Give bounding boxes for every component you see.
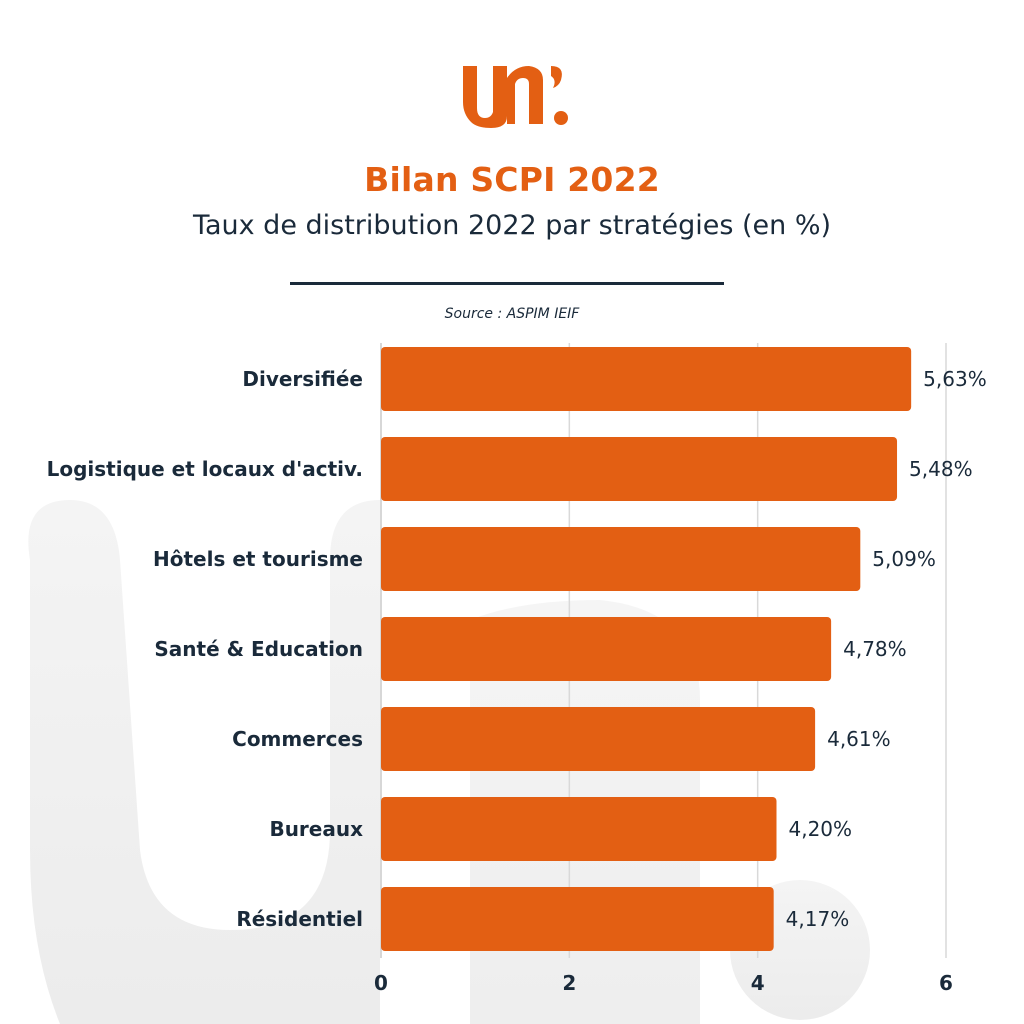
bar-0 bbox=[381, 347, 912, 411]
value-label-0: 5,63% bbox=[923, 367, 987, 391]
category-label-6: Résidentiel bbox=[236, 907, 363, 931]
x-tick-label-3: 6 bbox=[939, 971, 953, 995]
value-label-5: 4,20% bbox=[789, 817, 853, 841]
x-tick-label-1: 2 bbox=[562, 971, 576, 995]
bar-5 bbox=[381, 797, 777, 861]
bar-2 bbox=[381, 527, 861, 591]
value-label-4: 4,61% bbox=[827, 727, 891, 751]
value-label-3: 4,78% bbox=[843, 637, 907, 661]
bar-1 bbox=[381, 437, 898, 501]
category-label-2: Hôtels et tourisme bbox=[153, 547, 363, 571]
category-label-0: Diversifiée bbox=[242, 367, 363, 391]
bar-4 bbox=[381, 707, 816, 771]
divider bbox=[290, 282, 724, 285]
category-label-4: Commerces bbox=[232, 727, 363, 751]
x-tick-label-0: 0 bbox=[374, 971, 388, 995]
bars bbox=[381, 347, 912, 951]
value-label-2: 5,09% bbox=[872, 547, 936, 571]
brand-logo bbox=[463, 66, 568, 128]
page-subtitle: Taux de distribution 2022 par stratégies… bbox=[192, 210, 832, 241]
category-label-5: Bureaux bbox=[269, 817, 363, 841]
bar-3 bbox=[381, 617, 832, 681]
category-label-3: Santé & Education bbox=[154, 637, 363, 661]
value-label-6: 4,17% bbox=[786, 907, 850, 931]
source-note: Source : ASPIM IEIF bbox=[444, 306, 580, 322]
value-label-1: 5,48% bbox=[909, 457, 973, 481]
bar-6 bbox=[381, 887, 774, 951]
page-title: Bilan SCPI 2022 bbox=[364, 160, 660, 199]
x-tick-label-2: 4 bbox=[751, 971, 765, 995]
category-label-1: Logistique et locaux d'activ. bbox=[47, 457, 363, 481]
labels: 0 2 4 6 Diversifiée 5,63% Logistique et locaux… bbox=[47, 367, 987, 995]
